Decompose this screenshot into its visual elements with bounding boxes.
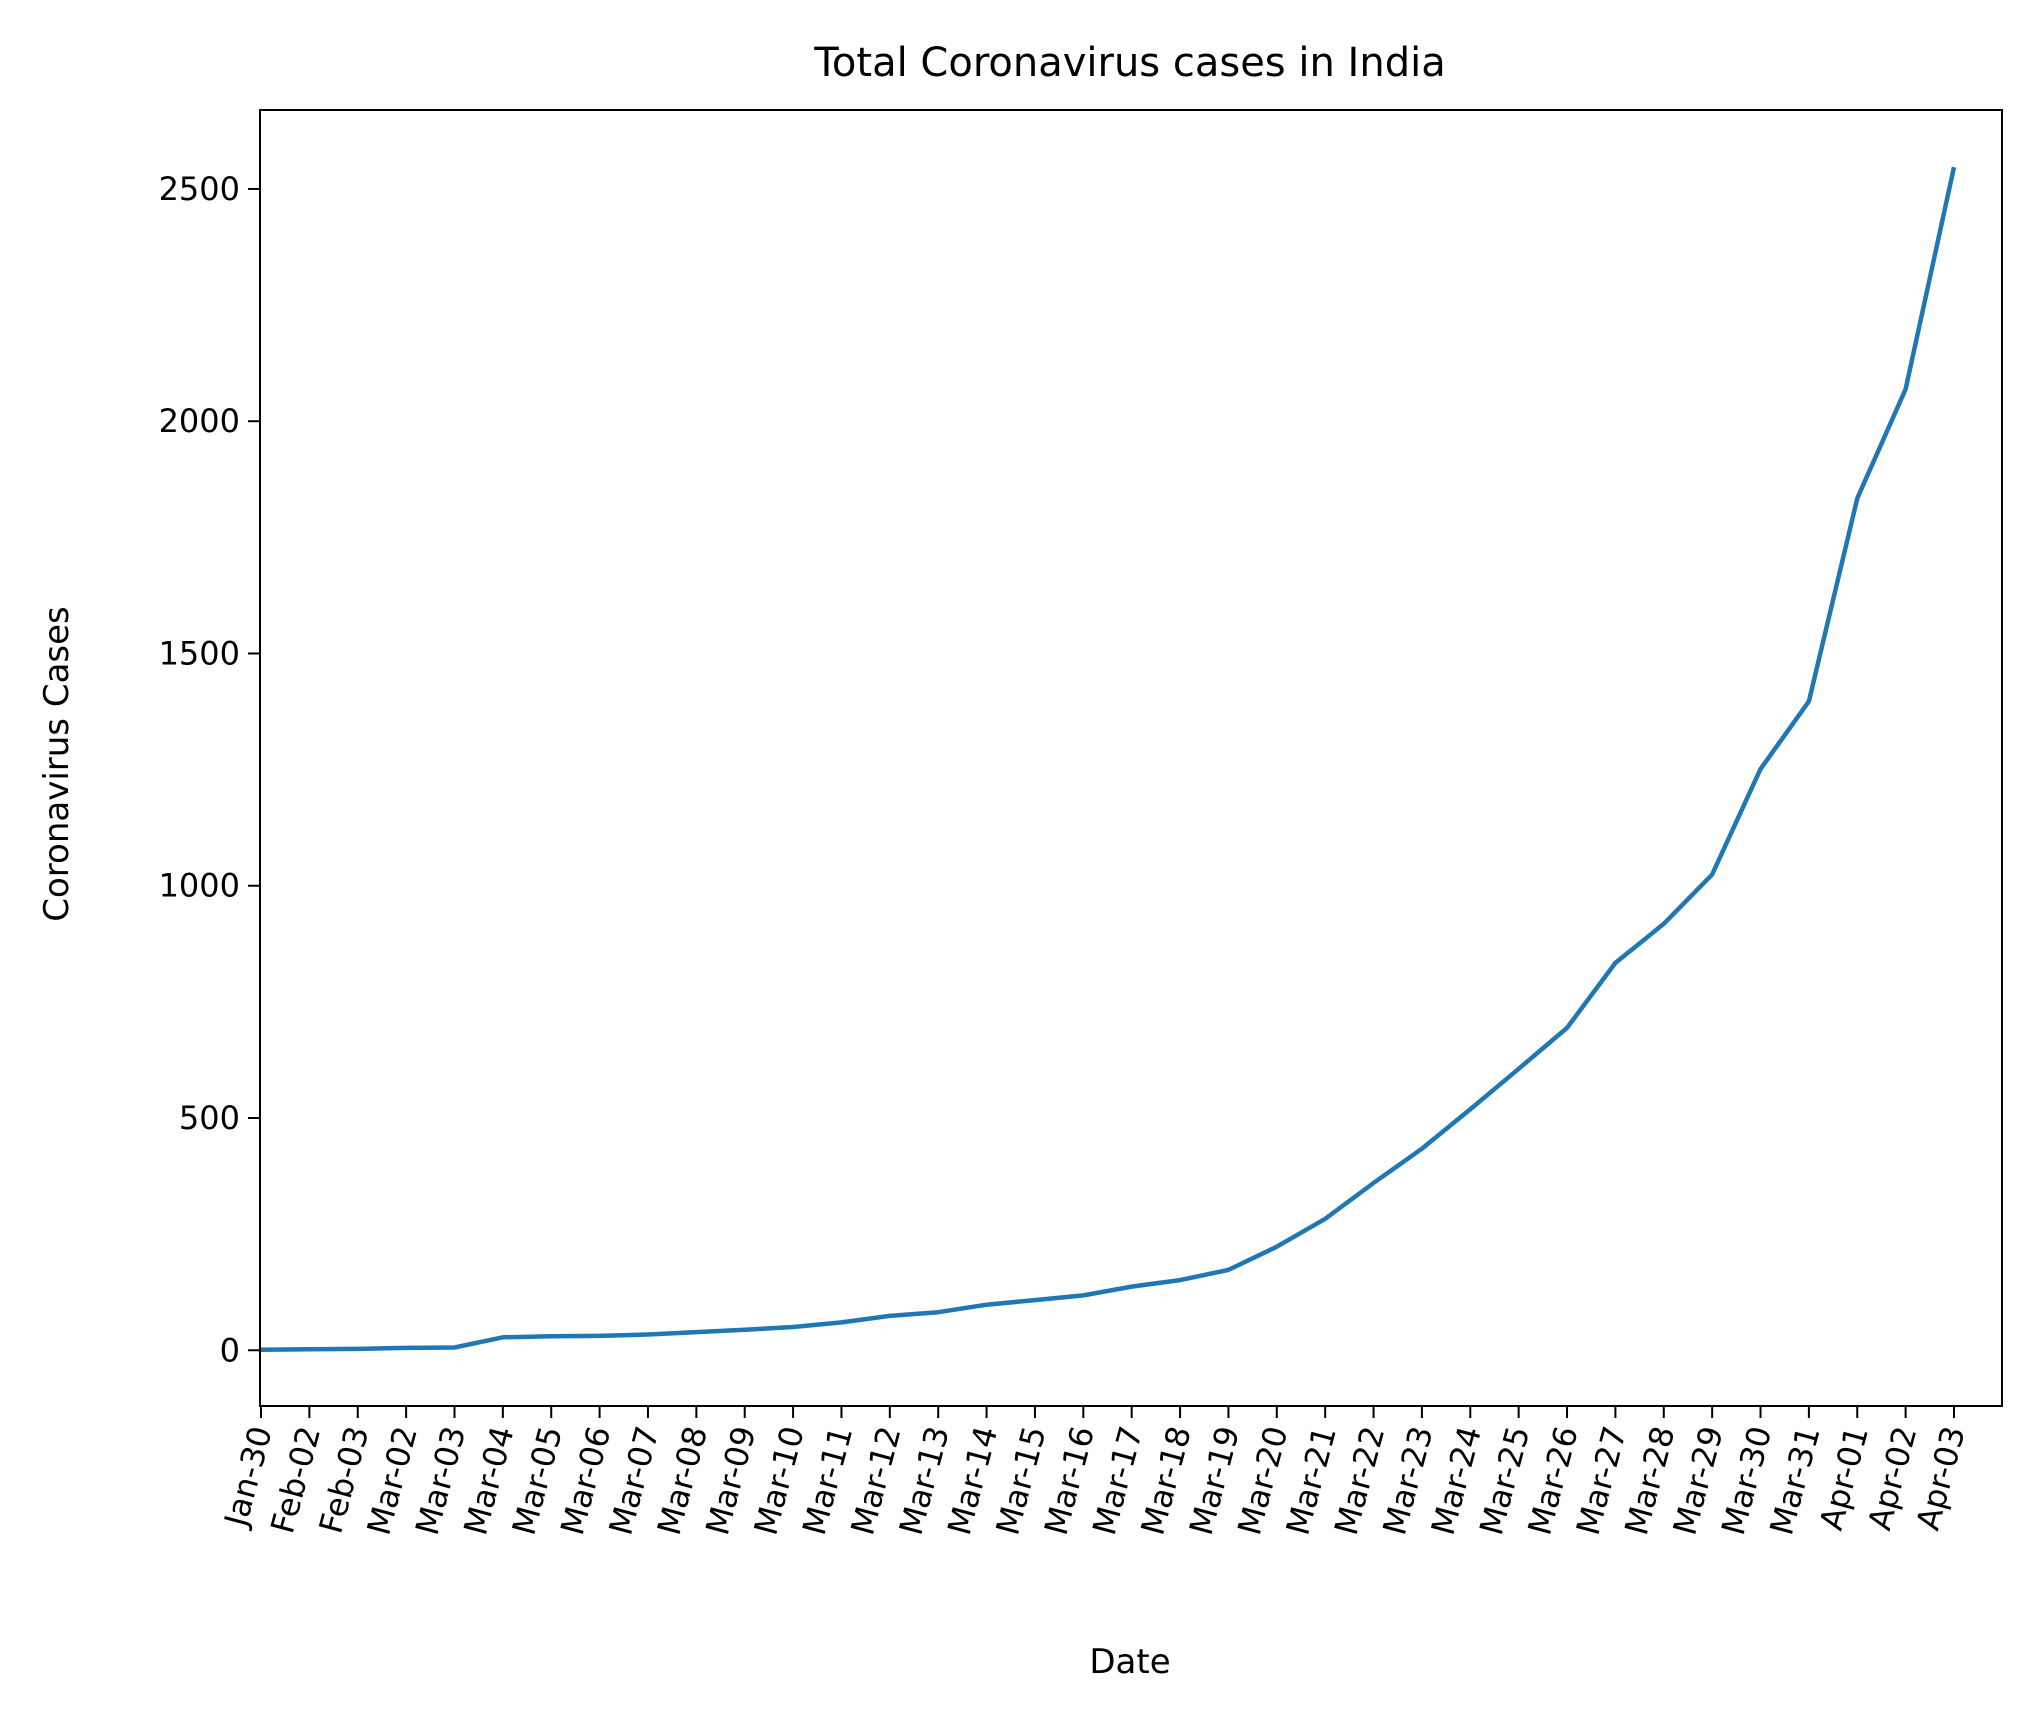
y-tick-label: 0 [220,1331,240,1369]
y-tick-label: 2000 [159,402,240,440]
y-tick-label: 1500 [159,634,240,672]
series-line [260,166,1957,1353]
y-tick-label: 2500 [159,170,240,208]
chart-title: Total Coronavirus cases in India [813,40,1445,86]
y-tick-label: 500 [179,1099,240,1137]
y-axis-label: Coronavirus Cases [37,606,77,922]
x-axis-label: Date [1089,1642,1170,1682]
y-tick-label: 1000 [159,867,240,905]
plot-area-frame [259,109,2003,1407]
y-axis-ticks: 0 500 1000 1500 2000 2500 [159,170,260,1369]
